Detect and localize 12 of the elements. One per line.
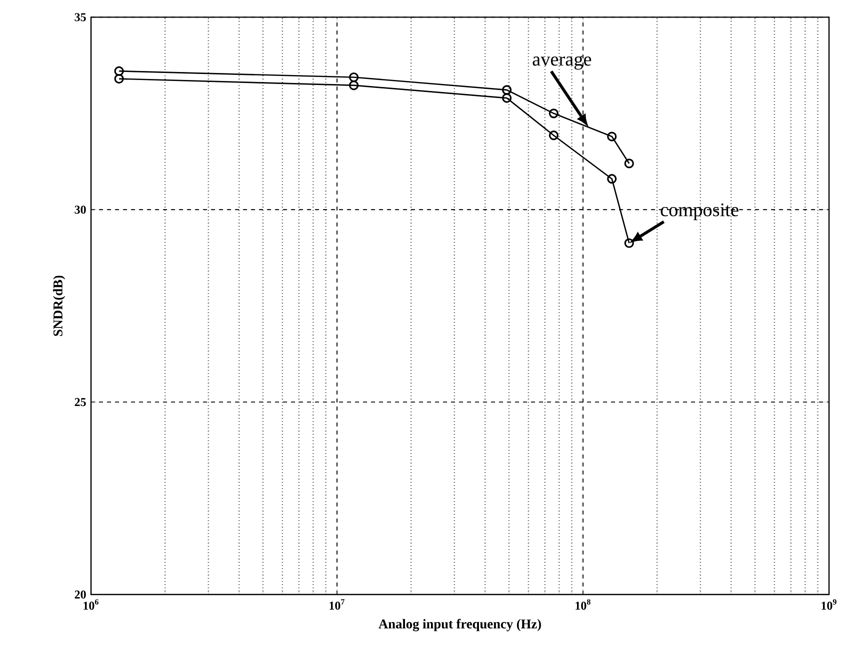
- x-tick-label: 10$^{8}$: [576, 599, 590, 610]
- x-tick-label: 10$^{6}$: [84, 599, 98, 610]
- x-axis-title: Analog input frequency (Hz): [378, 618, 541, 632]
- x-tick-label: 10$^{9}$: [822, 599, 836, 610]
- y-tick-label: 35: [74, 13, 86, 22]
- x-tick-label: 10$^{7}$: [330, 599, 344, 610]
- y-tick-label: 25: [74, 398, 86, 406]
- y-axis-title: SNDR(dB): [53, 276, 66, 336]
- y-tick-label: 30: [74, 206, 86, 214]
- y-tick-label: 20: [74, 590, 86, 599]
- series-label: composite: [660, 203, 738, 220]
- series-label: average: [532, 56, 592, 70]
